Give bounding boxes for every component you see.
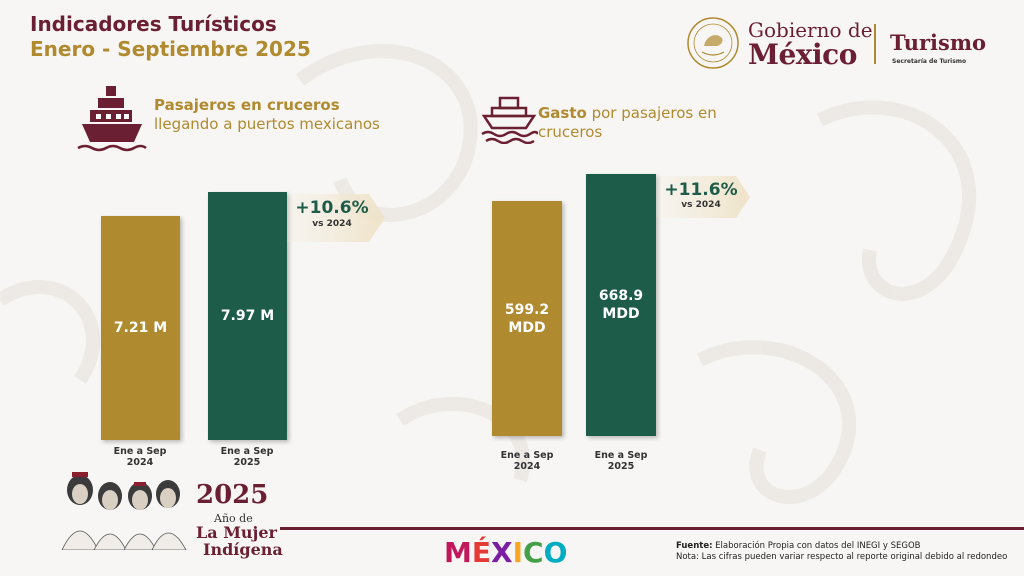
bar-label: 7.97 M <box>220 308 275 324</box>
indigenous-women-illustration <box>61 472 187 550</box>
bar-p2-2025: 668.9 MDD <box>586 174 656 436</box>
logo-divider <box>874 24 876 64</box>
bar-label: 7.21 M <box>113 319 168 336</box>
source-text: Elaboración Propia con datos del INEGI y… <box>712 541 921 551</box>
year-number: 2025 <box>196 480 269 510</box>
category-label: Ene a Sep 2024 <box>95 446 185 468</box>
bar-p2-2024: 599.2 MDD <box>492 201 562 436</box>
page-subtitle: Enero - Septiembre 2025 <box>30 37 311 61</box>
bar-value: 599.2 <box>504 301 550 318</box>
category-year: 2025 <box>233 457 261 468</box>
secretaria-text: Secretaría de Turismo <box>892 58 967 65</box>
category-line: Ene a Sep <box>500 450 554 461</box>
year-mujer-indigena-logo: 2025 Año de La Mujer Indígena <box>58 468 283 559</box>
category-line: Ene a Sep <box>113 446 167 457</box>
year-subtitle-mujer: La Mujer <box>196 523 277 542</box>
source-note: Fuente: Elaboración Propia con datos del… <box>676 541 1007 563</box>
year-subtitle-indigena: Indígena <box>203 540 283 559</box>
mexico-text: México <box>748 38 857 71</box>
panel2-title-bold: Gasto <box>538 104 587 122</box>
bar-value: 668.9 <box>598 288 644 304</box>
category-year: 2024 <box>126 457 154 468</box>
badge-arrow-shape <box>656 176 750 218</box>
page-title: Indicadores Turísticos <box>30 12 277 36</box>
change-badge: +10.6% vs 2024 <box>287 194 387 242</box>
national-seal-icon <box>687 17 739 69</box>
turismo-text: Turismo <box>890 30 987 55</box>
source-label: Fuente: <box>676 541 713 551</box>
panel2-title-rest: por pasajeros en cruceros <box>538 104 717 141</box>
category-line: Ene a Sep <box>594 450 648 461</box>
category-line: Ene a Sep <box>220 446 274 457</box>
change-vs: vs 2024 <box>312 219 352 229</box>
change-vs: vs 2024 <box>681 200 721 210</box>
brand-letter: M <box>444 536 472 569</box>
category-label: Ene a Sep 2024 <box>482 450 572 472</box>
brand-letter: C <box>523 536 544 569</box>
bar-unit: MDD <box>508 319 546 336</box>
footer-divider <box>280 527 1024 530</box>
brand-letter: X <box>491 536 513 569</box>
gobierno-turismo-logo: Gobierno de México Turismo Secretaría de… <box>686 14 1016 74</box>
bar-p1-2024: 7.21 M <box>101 215 180 440</box>
category-year: 2025 <box>607 461 635 472</box>
brand-letter: É <box>471 536 492 569</box>
note-text: Nota: Las cifras pueden variar respecto … <box>676 552 1008 562</box>
bar-p1-2025: 7.97 M <box>208 192 287 440</box>
gobierno-text: Gobierno de <box>748 18 873 42</box>
category-label: Ene a Sep 2025 <box>576 450 666 472</box>
panel1-title-rest: llegando a puertos mexicanos <box>154 115 380 133</box>
panel2-title: Gasto por pasajeros en cruceros <box>538 104 738 142</box>
badge-arrow-shape <box>287 194 385 242</box>
category-year: 2024 <box>513 461 541 472</box>
brand-letter: O <box>543 536 568 569</box>
cruise-ship-icon <box>77 86 147 152</box>
mexico-brand-logo: MÉXICO <box>444 536 567 569</box>
change-badge: +11.6% vs 2024 <box>656 176 756 224</box>
brand-letter: I <box>512 536 524 569</box>
change-percent: +10.6% <box>295 198 369 218</box>
boat-waves-icon <box>481 96 538 144</box>
panel1-title-bold: Pasajeros en cruceros <box>154 96 340 114</box>
panel1-title: Pasajeros en cruceros llegando a puertos… <box>154 96 404 134</box>
bar-unit: MDD <box>602 306 640 322</box>
change-percent: +11.6% <box>664 180 738 200</box>
category-label: Ene a Sep 2025 <box>202 446 292 468</box>
year-subtitle: Año de <box>214 512 253 525</box>
